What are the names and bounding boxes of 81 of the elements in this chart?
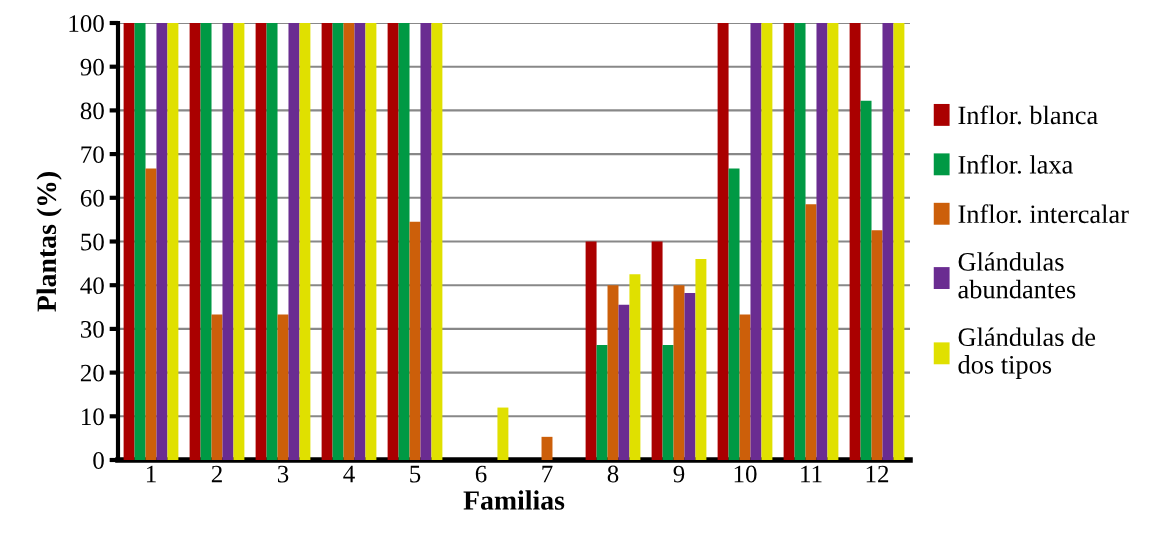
x-tick-label: 4	[343, 465, 355, 483]
y-tick-label: 90	[80, 58, 104, 76]
bar	[321, 23, 333, 460]
y-axis-title: Plantas (%)	[36, 172, 62, 312]
x-tick-label: 2	[211, 465, 222, 483]
bar	[673, 285, 685, 460]
bar	[629, 274, 641, 460]
bar	[420, 23, 432, 460]
legend-label: Glándulas abundantes	[958, 252, 1076, 299]
bar	[596, 345, 608, 460]
y-tick-label: 60	[80, 189, 104, 207]
bar	[200, 23, 212, 460]
x-tick-label: 1	[146, 465, 156, 483]
bar	[717, 23, 729, 460]
bar	[431, 23, 443, 460]
x-tick-label: 5	[410, 465, 421, 483]
bar	[409, 221, 421, 460]
legend-label: Inflor. blanca	[958, 105, 1098, 125]
bar	[728, 168, 740, 460]
x-tick-label: 12	[866, 465, 889, 483]
bar	[750, 23, 762, 460]
bar	[893, 23, 905, 460]
bar	[618, 304, 630, 460]
bar	[387, 23, 399, 460]
x-axis-title: Familias	[463, 490, 565, 510]
x-tick-label: 11	[801, 465, 822, 483]
bar	[277, 314, 289, 460]
bar	[145, 168, 157, 460]
bar	[398, 23, 410, 460]
bar	[882, 23, 894, 460]
bar	[783, 23, 795, 460]
bar	[222, 23, 234, 460]
y-tick-label: 20	[80, 364, 104, 382]
bar	[805, 204, 817, 460]
x-tick-label: 6	[475, 465, 487, 483]
y-tick-label: 70	[81, 146, 104, 164]
bar	[354, 23, 366, 460]
bar	[233, 23, 245, 460]
bar	[739, 314, 751, 460]
bar	[860, 100, 872, 460]
bar	[651, 241, 663, 460]
x-tick-label: 3	[277, 465, 289, 483]
bar	[541, 436, 553, 460]
bar	[365, 23, 377, 460]
bar	[827, 23, 839, 460]
bar	[794, 23, 806, 460]
bar	[871, 230, 883, 460]
bar	[497, 407, 509, 460]
y-tick-label: 50	[81, 233, 104, 251]
bar	[255, 23, 267, 460]
bar	[134, 23, 146, 460]
bar	[211, 314, 223, 460]
bar	[189, 23, 201, 460]
y-tick-label: 0	[93, 452, 104, 469]
x-tick-label: 8	[607, 465, 619, 483]
bar	[849, 23, 861, 460]
y-tick-label: 30	[81, 320, 104, 338]
bar	[684, 293, 696, 460]
bar	[761, 23, 773, 460]
x-tick-label: 10	[734, 465, 757, 483]
bar	[156, 23, 168, 460]
bar	[332, 23, 344, 460]
bar	[299, 23, 311, 460]
bar	[288, 23, 300, 460]
y-tick-label: 40	[80, 277, 104, 295]
bar	[662, 345, 674, 460]
bar	[585, 241, 597, 460]
legend-label: Inflor. intercalar	[958, 204, 1129, 224]
bar	[695, 258, 707, 460]
y-tick-label: 80	[80, 102, 104, 120]
bar	[167, 23, 179, 460]
bar	[607, 285, 619, 460]
y-tick-label: 100	[69, 15, 104, 32]
bar	[343, 23, 355, 460]
legend-label: Glándulas de dos tipos	[958, 327, 1096, 380]
x-tick-label: 7	[542, 465, 553, 483]
bar	[266, 23, 278, 460]
legend-label: Inflor. laxa	[958, 154, 1073, 174]
y-tick-label: 10	[82, 408, 104, 426]
x-tick-label: 9	[673, 465, 685, 483]
bar	[816, 23, 828, 460]
